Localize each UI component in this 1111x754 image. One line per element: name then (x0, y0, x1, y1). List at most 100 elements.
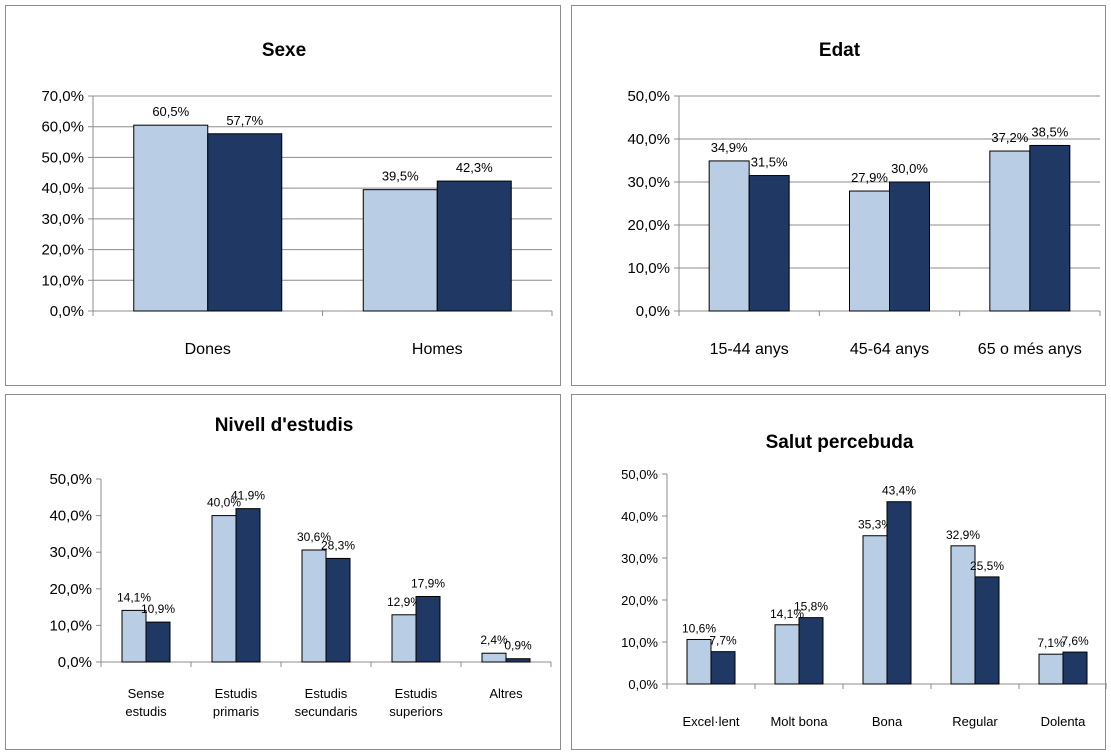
category-label: 15-44 anys (710, 341, 789, 358)
category-label: estudis (125, 704, 167, 719)
bar-series-2 (1029, 144, 1071, 312)
y-tick-label: 0,0% (58, 654, 92, 671)
bar-series-1 (211, 515, 237, 663)
data-label: 37,2% (991, 130, 1028, 145)
bar-series-2 (886, 501, 912, 685)
chart-panel-nivell-estudis: Nivell d'estudis 0,0% 10,0% 20,0% 30,0% 40,0%… (5, 394, 561, 750)
bar-series-1 (301, 549, 327, 663)
y-tick-label: 0,0% (50, 303, 84, 320)
y-tick-label: 10,0% (49, 617, 92, 634)
category-label: Excel·lent (682, 714, 739, 729)
bar-series-1 (708, 160, 750, 312)
data-label: 14,1% (117, 590, 151, 604)
y-tick-label: 10,0% (627, 260, 670, 277)
y-tick-label: 30,0% (621, 551, 658, 566)
data-label: 2,4% (480, 633, 508, 647)
data-label: 7,6% (1061, 634, 1089, 648)
y-tick-label: 60,0% (41, 119, 84, 136)
data-label: 17,9% (411, 576, 445, 590)
bar-series-1 (362, 189, 438, 312)
data-label: 38,5% (1031, 124, 1068, 139)
y-tick-label: 20,0% (621, 593, 658, 608)
bar-series-2 (145, 621, 171, 663)
chart-svg: Salut percebuda 0,0% 10,0% 20,0% 30,0% 40,0% 5… (621, 432, 1107, 729)
y-tick-label: 70,0% (41, 88, 84, 105)
category-label: Estudis (215, 686, 258, 701)
data-label: 40,0% (207, 496, 241, 510)
data-label: 57,7% (226, 113, 263, 128)
data-label: 42,3% (456, 160, 493, 175)
bar-series-2 (415, 595, 441, 663)
data-label: 25,5% (970, 559, 1004, 573)
data-label: 0,9% (504, 639, 532, 653)
chart-panel-edat: Edat 0,0% 10,0% 20,0% 30,0% 40,0% 50,0% 34,9% 31… (571, 5, 1106, 386)
bar-series-2 (505, 658, 531, 663)
data-label: 7,7% (709, 634, 737, 648)
bar-series-2 (710, 651, 736, 685)
category-label: Homes (412, 341, 463, 358)
y-tick-label: 40,0% (627, 131, 670, 148)
data-label: 35,3% (858, 518, 892, 532)
category-label: Dolenta (1041, 714, 1087, 729)
chart-panel-sexe: Sexe 0,0% 10,0% 20,0% 30,0% 40,0% 50,0% 60,0% 70… (5, 5, 561, 386)
data-label: 39,5% (382, 169, 419, 184)
bar-series-1 (481, 652, 507, 663)
bar-series-2 (748, 175, 790, 312)
y-tick-label: 0,0% (636, 303, 670, 320)
chart-svg: Nivell d'estudis 0,0% 10,0% 20,0% 30,0% 40,0%… (49, 415, 552, 719)
bar-series-2 (436, 180, 512, 312)
data-label: 10,9% (141, 602, 175, 616)
category-label: 65 o més anys (978, 341, 1082, 358)
bar-series-1 (686, 638, 712, 685)
data-label: 30,0% (891, 161, 928, 176)
data-label: 15,8% (794, 600, 828, 614)
bar-series-2 (974, 576, 1000, 685)
bar-series-1 (1038, 653, 1064, 685)
y-tick-label: 30,0% (49, 544, 92, 561)
chart-title: Edat (819, 40, 861, 61)
data-label: 10,6% (682, 621, 716, 635)
data-label: 34,9% (711, 140, 748, 155)
bar-series-2 (1062, 651, 1088, 685)
y-tick-label: 10,0% (621, 635, 658, 650)
chart-svg: Edat 0,0% 10,0% 20,0% 30,0% 40,0% 50,0% 34,9%31… (627, 40, 1101, 358)
y-tick-label: 20,0% (41, 242, 84, 259)
bar-series-1 (950, 545, 976, 685)
category-label: superiors (389, 704, 443, 719)
bar-series-1 (774, 624, 800, 685)
bar-series-1 (133, 124, 209, 312)
bar-series-1 (989, 150, 1031, 312)
data-label: 28,3% (321, 538, 355, 552)
bar-series-2 (325, 557, 351, 663)
data-label: 30,6% (297, 530, 331, 544)
y-tick-label: 40,0% (49, 508, 92, 525)
category-label: Molt bona (770, 714, 828, 729)
category-label: primaris (213, 704, 260, 719)
category-label: secundaris (295, 704, 358, 719)
category-label: Altres (489, 686, 523, 701)
y-tick-label: 50,0% (621, 467, 658, 482)
data-label: 31,5% (751, 155, 788, 170)
chart-svg: Sexe 0,0% 10,0% 20,0% 30,0% 40,0% 50,0% 60,0% 70… (41, 40, 553, 358)
y-tick-label: 50,0% (49, 471, 92, 488)
bar-series-2 (889, 181, 930, 312)
y-tick-label: 20,0% (49, 581, 92, 598)
bar-series-1 (849, 190, 890, 312)
bar-series-2 (235, 508, 261, 663)
y-tick-label: 30,0% (627, 174, 670, 191)
data-label: 12,9% (387, 595, 421, 609)
bar-series-1 (862, 535, 888, 685)
chart-title: Salut percebuda (766, 432, 914, 453)
y-tick-label: 30,0% (41, 211, 84, 228)
y-tick-label: 0,0% (628, 677, 658, 692)
y-tick-label: 50,0% (627, 88, 670, 105)
data-label: 43,4% (882, 484, 916, 498)
data-label: 41,9% (231, 489, 265, 503)
chart-title: Nivell d'estudis (215, 415, 354, 436)
bar-series-2 (207, 133, 283, 312)
data-label: 60,5% (152, 104, 189, 119)
y-tick-label: 40,0% (621, 509, 658, 524)
bar-series-1 (121, 609, 147, 663)
category-label: Estudis (305, 686, 348, 701)
category-label: Estudis (395, 686, 438, 701)
